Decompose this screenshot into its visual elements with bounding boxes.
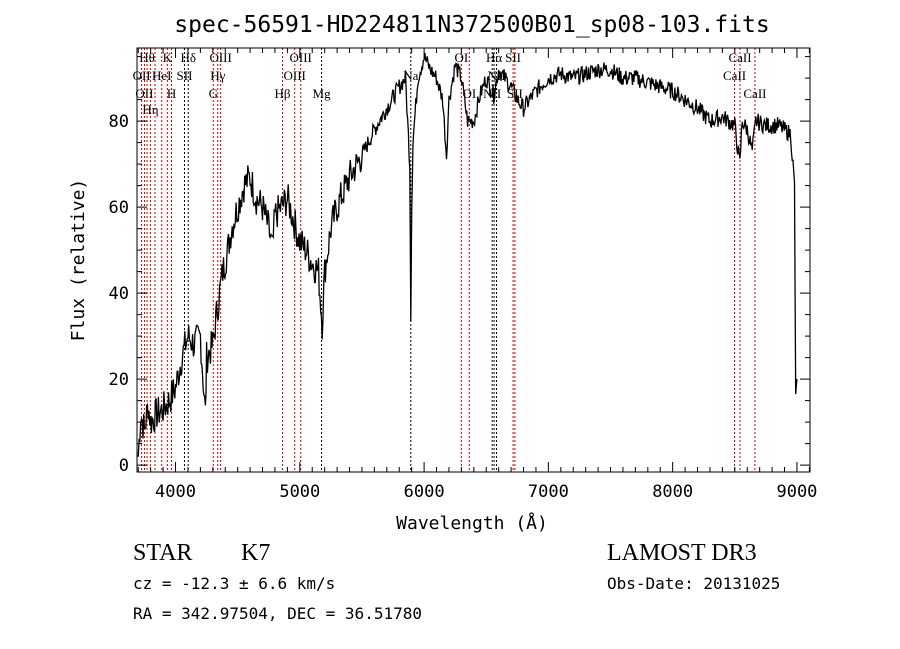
x-tick-label: 7000 [528,482,569,502]
spectral-line-label: Hα [486,50,502,65]
spectral-line-label: OIII [209,50,231,65]
spectral-line-label: OI [455,50,469,65]
x-tick-label: 8000 [652,482,693,502]
spectral-line-label: CaII [728,50,751,65]
x-tick-label: 9000 [776,482,817,502]
spectral-line-label: OII [135,86,153,101]
spectral-line-label: Hθ [139,50,155,65]
spectral-line-label: Hδ [180,50,196,65]
y-tick-label: 40 [109,284,129,304]
spectral-line-label: Na [403,68,418,83]
y-tick-label: 80 [109,112,129,132]
x-tick-label: 4000 [155,482,196,502]
survey-label: LAMOST DR3 [607,540,757,566]
spectrum-line [137,52,798,457]
spectral-line-label: Hβ [275,86,291,101]
object-class: STAR [133,540,192,566]
spectral-line-label: G [209,86,218,101]
spectral-line-label: SII [177,68,193,83]
spectral-line-label: CaII [723,68,746,83]
spectral-line-label: CaII [743,86,766,101]
y-axis-label: Flux (relative) [68,179,89,342]
x-tick-label: 5000 [279,482,320,502]
spectral-line-label: H [167,86,176,101]
x-tick-label: 6000 [404,482,445,502]
y-tick-label: 60 [109,198,129,218]
spectral-line-label: OIII [289,50,311,65]
spectral-line-label: Hγ [210,68,225,83]
y-tick-label: 0 [119,456,129,476]
obs-date: Obs-Date: 20131025 [607,574,780,593]
x-axis-label: Wavelength (Å) [396,512,548,534]
chart-title: spec-56591-HD224811N372500B01_sp08-103.f… [174,12,769,38]
plot-frame [136,47,811,473]
spectral-line-label: OI [462,86,476,101]
y-tick-label: 20 [109,370,129,390]
spectral-line-label: OIII [284,68,306,83]
spectral-line-label: Hη [142,102,158,117]
object-subclass: K7 [241,540,270,566]
spectral-line-label: Mg [313,86,332,101]
spectral-line-label: SII [505,50,521,65]
radec-text: RA = 342.97504, DEC = 36.51780 [133,604,422,623]
spectral-line-label: HeI [152,68,172,83]
redshift-text: cz = -12.3 ± 6.6 km/s [133,574,335,593]
spectral-line-label: OII [133,68,151,83]
spectral-line-label: K [163,50,173,65]
